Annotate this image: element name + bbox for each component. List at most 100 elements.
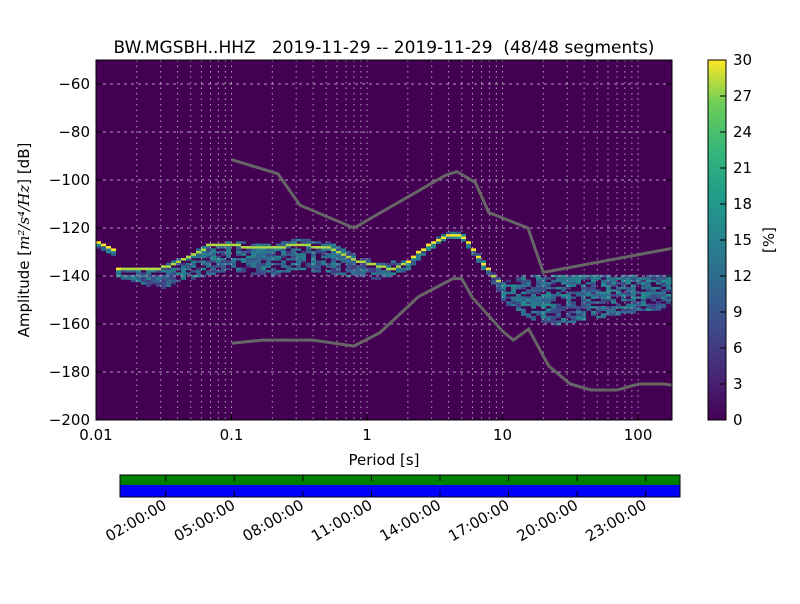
psd-cell	[226, 250, 231, 254]
psd-cell	[351, 255, 356, 259]
psd-cell	[301, 260, 306, 263]
psd-cell	[261, 255, 266, 259]
psd-cell	[601, 291, 606, 295]
psd-cell	[651, 296, 656, 299]
psd-cell	[156, 279, 161, 283]
psd-cell	[336, 255, 341, 259]
psd-cell	[556, 306, 561, 309]
psd-cell	[411, 260, 416, 263]
colorbar-tick-label: 6	[733, 339, 743, 357]
psd-cell	[351, 260, 356, 263]
psd-cell	[666, 279, 671, 283]
psd-cell	[321, 262, 326, 266]
psd-cell	[651, 308, 656, 311]
psd-cell	[551, 282, 556, 285]
psd-cell	[641, 286, 646, 290]
psd-cell	[376, 265, 381, 268]
psd-cell	[226, 246, 231, 249]
psd-cell	[286, 265, 291, 268]
psd-cell	[536, 279, 541, 283]
psd-cell	[206, 250, 211, 254]
psd-cell	[551, 303, 556, 307]
psd-cell	[201, 253, 206, 256]
psd-cell	[226, 267, 231, 271]
psd-cell	[651, 289, 656, 292]
psd-cell	[386, 265, 391, 268]
psd-cell	[231, 260, 236, 263]
psd-cell	[616, 277, 621, 280]
psd-cell	[221, 258, 226, 261]
psd-cell	[656, 286, 661, 290]
psd-cell	[621, 296, 626, 299]
y-tick-label: −180	[49, 363, 90, 381]
psd-cell	[546, 291, 551, 295]
psd-cell	[646, 282, 651, 285]
psd-cell	[296, 255, 301, 259]
psd-cell	[116, 272, 121, 275]
y-tick-label: −160	[49, 315, 90, 333]
psd-cell	[516, 294, 521, 297]
psd-cell	[226, 241, 231, 244]
psd-cell	[411, 255, 416, 259]
psd-cell	[296, 243, 301, 247]
psd-cell	[656, 303, 661, 307]
psd-cell	[581, 296, 586, 299]
psd-cell	[216, 260, 221, 263]
psd-cell	[511, 296, 516, 299]
psd-cell	[561, 306, 566, 309]
psd-cell	[526, 279, 531, 283]
psd-cell	[596, 308, 601, 311]
psd-cell	[301, 243, 306, 247]
psd-cell	[581, 284, 586, 287]
psd-cell	[421, 248, 426, 251]
psd-cell	[126, 270, 131, 273]
psd-cell	[501, 289, 506, 292]
psd-cell	[601, 308, 606, 311]
psd-cell	[581, 289, 586, 292]
psd-cell	[436, 238, 441, 242]
psd-cell	[321, 246, 326, 249]
psd-cell	[306, 250, 311, 254]
psd-cell	[361, 270, 366, 273]
psd-cell	[456, 234, 461, 237]
psd-cell	[606, 298, 611, 302]
psd-cell	[351, 265, 356, 268]
psd-cell	[126, 277, 131, 280]
psd-cell	[241, 270, 246, 273]
psd-cell	[566, 279, 571, 283]
psd-cell	[451, 236, 456, 239]
psd-cell	[336, 248, 341, 251]
psd-cell	[611, 282, 616, 285]
psd-cell	[611, 301, 616, 304]
psd-cell	[331, 267, 336, 271]
psd-cell	[666, 296, 671, 299]
psd-cell	[546, 298, 551, 302]
psd-cell	[641, 284, 646, 287]
psd-cell	[586, 301, 591, 304]
psd-cell	[346, 260, 351, 263]
psd-cell	[296, 253, 301, 256]
psd-cell	[176, 262, 181, 266]
psd-cell	[486, 272, 491, 275]
psd-cell	[531, 318, 536, 321]
psd-cell	[256, 267, 261, 271]
psd-cell	[481, 265, 486, 268]
psd-cell	[641, 298, 646, 302]
psd-cell	[396, 267, 401, 271]
psd-cell	[501, 282, 506, 285]
psd-cell	[411, 258, 416, 261]
psd-cell	[311, 270, 316, 273]
psd-cell	[281, 255, 286, 259]
psd-cell	[566, 306, 571, 309]
nlnm-line	[231, 277, 672, 392]
psd-cell	[641, 291, 646, 295]
psd-cell	[136, 267, 141, 271]
psd-cell	[566, 296, 571, 299]
psd-cell	[661, 289, 666, 292]
psd-cell	[236, 270, 241, 273]
psd-cell	[651, 286, 656, 290]
psd-cell	[121, 277, 126, 280]
psd-cell	[206, 248, 211, 251]
psd-cell	[396, 262, 401, 266]
psd-cell	[666, 298, 671, 302]
